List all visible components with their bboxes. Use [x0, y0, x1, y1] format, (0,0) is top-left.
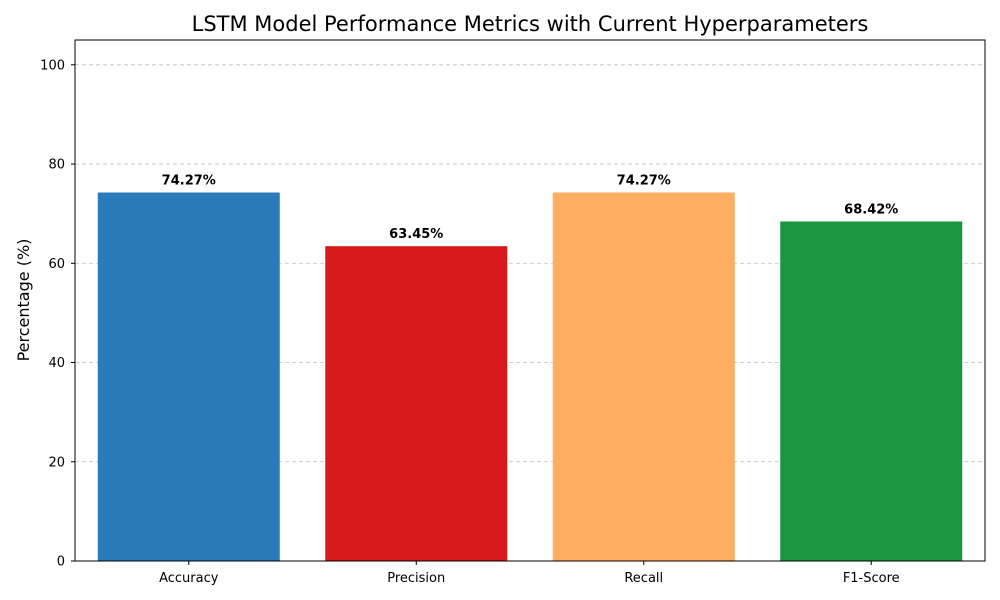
- bar-value-label: 74.27%: [162, 173, 216, 188]
- y-tick-label: 40: [48, 356, 65, 371]
- bar-recall: [552, 192, 735, 561]
- bars: [97, 192, 963, 561]
- bar-accuracy: [97, 192, 280, 561]
- bar-f1-score: [780, 221, 963, 561]
- y-tick-label: 80: [48, 158, 65, 173]
- bar-precision: [325, 246, 508, 561]
- y-tick-label: 20: [48, 455, 65, 470]
- x-tick-label: F1-Score: [843, 571, 900, 586]
- bar-value-label: 68.42%: [844, 203, 898, 218]
- y-tick-label: 100: [40, 58, 65, 73]
- y-axis-label: Percentage (%): [14, 239, 33, 362]
- y-tick-label: 0: [57, 555, 65, 570]
- x-tick-label: Recall: [624, 571, 663, 586]
- plot-frame: [74, 39, 986, 562]
- bar-value-label: 74.27%: [617, 173, 671, 188]
- y-axis-ticks: 0 20 40 60 80 100: [40, 58, 75, 570]
- chart-title: LSTM Model Performance Metrics with Curr…: [192, 12, 869, 36]
- value-labels: 74.27% 63.45% 74.27% 68.42%: [162, 173, 899, 242]
- x-tick-label: Accuracy: [159, 571, 219, 586]
- y-tick-label: 60: [48, 257, 65, 272]
- x-axis-ticks: Accuracy Precision Recall F1-Score: [159, 561, 900, 586]
- x-tick-label: Precision: [387, 571, 445, 586]
- bar-value-label: 63.45%: [389, 227, 443, 242]
